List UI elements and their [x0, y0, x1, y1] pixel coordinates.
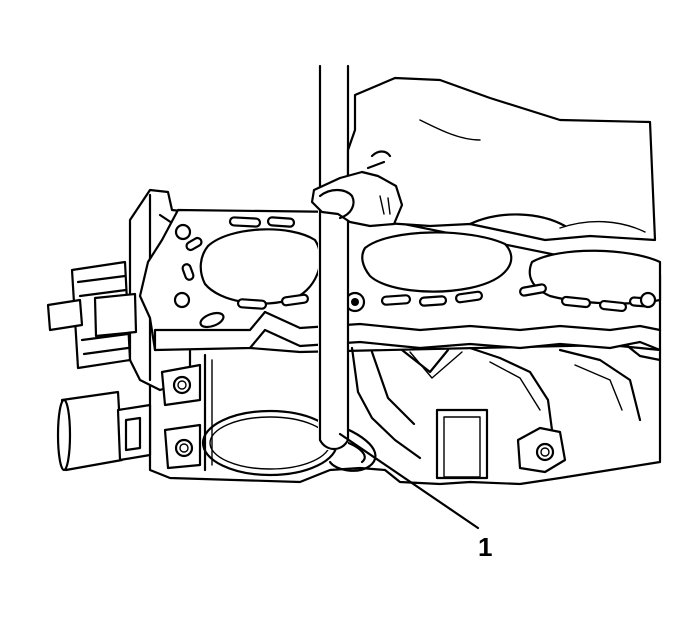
callout-1-label: 1 [478, 532, 492, 562]
head-gasket [138, 208, 662, 352]
callout-1: 1 [338, 432, 492, 562]
cylinder-block [148, 338, 662, 486]
feeler-gauge [318, 64, 350, 451]
hand [310, 76, 657, 242]
